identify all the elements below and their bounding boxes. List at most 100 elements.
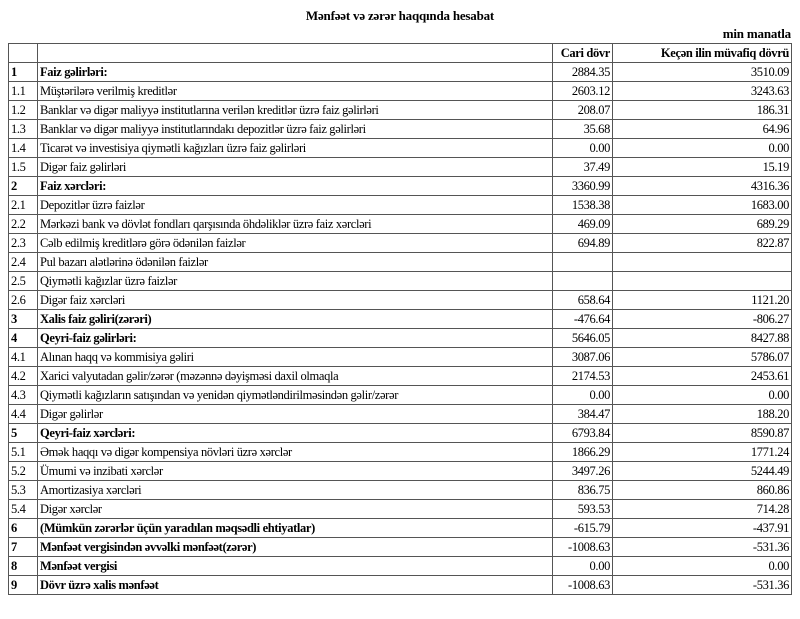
current-period-value: 5646.05 [552,328,613,348]
row-label: (Mümkün zərərlər üçün yaradılan məqsədli… [37,518,553,538]
current-period-value: 658.64 [552,290,613,310]
row-number: 2.5 [8,271,38,291]
previous-period-value: 714.28 [612,499,792,519]
row-label: Depozitlər üzrə faizlər [37,195,553,215]
previous-period-value: 860.86 [612,480,792,500]
table-row: 8 Mənfəət vergisi 0.00 0.00 [8,556,792,576]
previous-period-value: 15.19 [612,157,792,177]
row-label: Qeyri-faiz gəlirləri: [37,328,553,348]
row-number: 1.1 [8,81,38,101]
row-label: Mənfəət vergisi [37,556,553,576]
current-period-value [552,252,613,272]
current-period-value: 2884.35 [552,62,613,82]
row-number: 6 [8,518,38,538]
previous-period-value: 64.96 [612,119,792,139]
previous-period-value: 3510.09 [612,62,792,82]
current-period-value: 469.09 [552,214,613,234]
row-label: Ümumi və inzibati xərclər [37,461,553,481]
current-period-value: -476.64 [552,309,613,329]
table-row: 4 Qeyri-faiz gəlirləri: 5646.05 8427.88 [8,328,792,348]
row-label: Qeyri-faiz xərcləri: [37,423,553,443]
row-number: 2.6 [8,290,38,310]
row-label: Digər gəlirlər [37,404,553,424]
row-number: 5.1 [8,442,38,462]
row-number: 9 [8,575,38,595]
current-period-value: 3087.06 [552,347,613,367]
previous-period-value: -437.91 [612,518,792,538]
row-label: Qiymətli kağızlar üzrə faizlər [37,271,553,291]
previous-period-value: 1683.00 [612,195,792,215]
row-label: Faiz xərcləri: [37,176,553,196]
previous-period-value: 8590.87 [612,423,792,443]
previous-period-value: 822.87 [612,233,792,253]
previous-period-value: 0.00 [612,556,792,576]
unit-label: min manatla [722,26,791,41]
table-row: 2.4 Pul bazarı alətlərinə ödənilən faizlə… [8,252,792,272]
row-number: 4.4 [8,404,38,424]
row-label: Xarici valyutadan gəlir/zərər (məzənnə d… [37,366,553,386]
previous-period-value [612,252,792,272]
table-row: 4.2 Xarici valyutadan gəlir/zərər (məzənn… [8,366,792,386]
current-period-value: 1866.29 [552,442,613,462]
row-label: Cəlb edilmiş kreditlərə görə ödənilən fa… [37,233,553,253]
current-period-value [552,271,613,291]
row-number: 1.2 [8,100,38,120]
current-period-value: 593.53 [552,499,613,519]
table-row: 5.2 Ümumi və inzibati xərclər 3497.26 5244.… [8,461,792,481]
previous-period-value: 5786.07 [612,347,792,367]
current-period-value: -1008.63 [552,537,613,557]
table-row: 1 Faiz gəlirləri: 2884.35 3510.09 [8,62,792,82]
previous-period-value: -806.27 [612,309,792,329]
row-label: Digər xərclər [37,499,553,519]
previous-period-value: 0.00 [612,138,792,158]
table-row: 2.1 Depozitlər üzrə faizlər 1538.38 1683.00 [8,195,792,215]
current-period-value: 836.75 [552,480,613,500]
previous-period-value: 689.29 [612,214,792,234]
current-period-value: 0.00 [552,138,613,158]
table-row: 2.3 Cəlb edilmiş kreditlərə görə ödənilən… [8,233,792,253]
row-label: Dövr üzrə xalis mənfəət [37,575,553,595]
row-label: Əmək haqqı və digər kompensiya növləri ü… [37,442,553,462]
current-period-value: 2603.12 [552,81,613,101]
row-number: 2.3 [8,233,38,253]
current-period-value: 3360.99 [552,176,613,196]
current-period-value: 0.00 [552,385,613,405]
row-number: 4.1 [8,347,38,367]
table-row: 9 Dövr üzrə xalis mənfəət -1008.63 -531.36 [8,575,792,595]
row-label: Amortizasiya xərcləri [37,480,553,500]
previous-period-value: 2453.61 [612,366,792,386]
current-period-value: 37.49 [552,157,613,177]
row-label: Digər faiz gəlirləri [37,157,553,177]
report-title: Mənfəət və zərər haqqında hesabat [305,8,495,23]
previous-period-value: 5244.49 [612,461,792,481]
table-row: 1.2 Banklar və digər maliyyə institutları… [8,100,792,120]
current-period-value: 2174.53 [552,366,613,386]
header-current-period: Cari dövr [552,43,613,63]
current-period-value: 694.89 [552,233,613,253]
current-period-value: -1008.63 [552,575,613,595]
table-row: 1.3 Banklar və digər maliyyə institutları… [8,119,792,139]
table-row: 1.5 Digər faiz gəlirləri 37.49 15.19 [8,157,792,177]
row-number: 5 [8,423,38,443]
table-row: 5 Qeyri-faiz xərcləri: 6793.84 8590.87 [8,423,792,443]
table-row: 2.5 Qiymətli kağızlar üzrə faizlər [8,271,792,291]
row-number: 4 [8,328,38,348]
row-label: Digər faiz xərcləri [37,290,553,310]
row-number: 3 [8,309,38,329]
row-number: 4.3 [8,385,38,405]
row-number: 4.2 [8,366,38,386]
row-label: Qiymətli kağızların satışından və yenidə… [37,385,553,405]
current-period-value: 6793.84 [552,423,613,443]
previous-period-value: 0.00 [612,385,792,405]
row-label: Pul bazarı alətlərinə ödənilən faizlər [37,252,553,272]
row-label: Ticarət və investisiya qiymətli kağızlar… [37,138,553,158]
table-row: 1.1 Müştərilərə verilmiş kreditlər 2603.12… [8,81,792,101]
previous-period-value: 8427.88 [612,328,792,348]
row-label: Faiz gəlirləri: [37,62,553,82]
row-label: Xalis faiz gəliri(zərəri) [37,309,553,329]
row-number: 1.5 [8,157,38,177]
previous-period-value: 186.31 [612,100,792,120]
row-number: 1 [8,62,38,82]
table-row: 5.3 Amortizasiya xərcləri 836.75 860.86 [8,480,792,500]
table-row: 4.1 Alınan haqq və kommisiya gəliri 3087.0… [8,347,792,367]
